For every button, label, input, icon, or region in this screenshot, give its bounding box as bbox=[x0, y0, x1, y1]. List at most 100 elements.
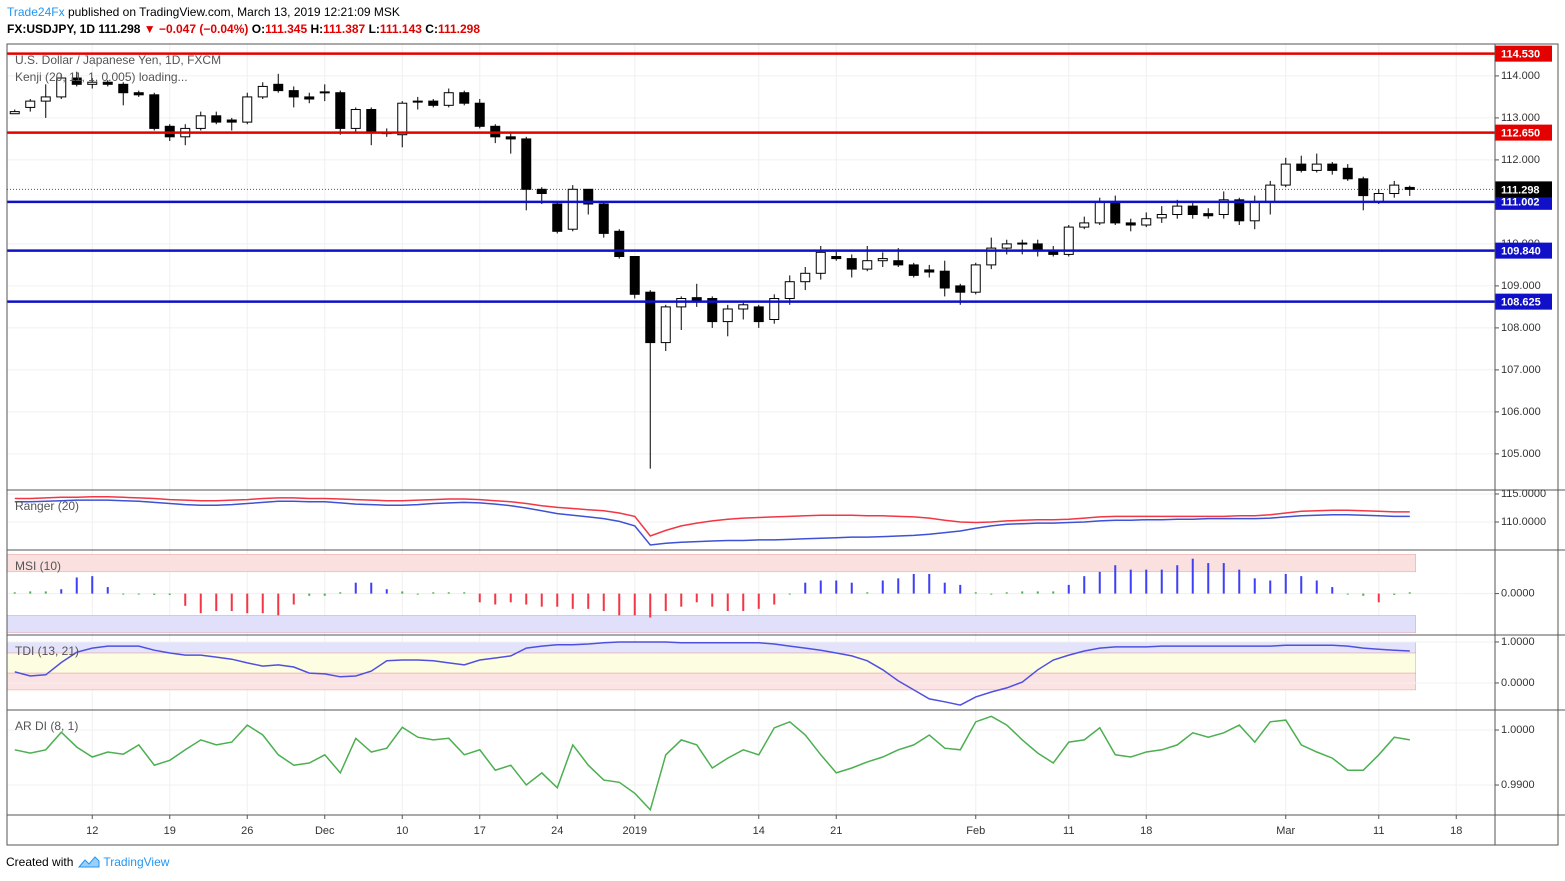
candle-body bbox=[1001, 243, 1012, 249]
candle-body bbox=[1141, 218, 1152, 226]
candle-body bbox=[195, 115, 206, 129]
level-label-box bbox=[1495, 293, 1552, 310]
histogram-bar bbox=[29, 591, 32, 594]
histogram-bar bbox=[91, 576, 94, 594]
histogram-bar bbox=[277, 593, 280, 616]
candle-body bbox=[1063, 226, 1074, 255]
pane-title: AR DI (8, 1) bbox=[15, 719, 78, 733]
logo-shape bbox=[78, 856, 100, 868]
x-tick-label: 14 bbox=[753, 825, 765, 837]
level-label-box bbox=[1495, 193, 1552, 210]
quote-line: FX:USDJPY, 1D 111.298 ▼ −0.047 (−0.04%) … bbox=[7, 21, 480, 38]
level-label-box bbox=[1495, 124, 1552, 141]
histogram-bar bbox=[1036, 591, 1039, 594]
histogram-bar bbox=[13, 592, 16, 594]
brand[interactable]: TradingView bbox=[103, 855, 170, 869]
candle-body bbox=[474, 102, 485, 127]
candle-body bbox=[552, 203, 563, 232]
author[interactable]: Trade24Fx bbox=[7, 5, 65, 19]
candle-body bbox=[1358, 178, 1369, 197]
histogram-bar bbox=[897, 578, 900, 594]
histogram-bar bbox=[1284, 573, 1287, 594]
candle-body bbox=[955, 285, 966, 293]
candle-body bbox=[397, 102, 408, 136]
candle-body bbox=[319, 91, 330, 94]
last-price-box bbox=[1495, 181, 1552, 198]
level-label: 111.002 bbox=[1501, 197, 1540, 209]
histogram-bar bbox=[509, 593, 512, 603]
level-label: 108.625 bbox=[1501, 297, 1541, 309]
candle-body bbox=[505, 136, 516, 140]
histogram-bar bbox=[339, 592, 342, 594]
histogram-bar bbox=[1238, 569, 1241, 594]
candle-body bbox=[831, 256, 842, 260]
candle-body bbox=[893, 260, 904, 266]
candle-body bbox=[242, 96, 253, 123]
candle-body bbox=[412, 100, 423, 103]
ohlc-key: H: bbox=[310, 22, 324, 36]
candle-body bbox=[118, 83, 129, 94]
histogram-bar bbox=[1269, 580, 1272, 594]
candle-body bbox=[211, 115, 222, 123]
histogram-bar bbox=[1176, 565, 1179, 594]
histogram-bar bbox=[463, 592, 466, 594]
ohlc-key: C: bbox=[425, 22, 438, 36]
histogram-bar bbox=[571, 593, 574, 609]
candle-body bbox=[660, 306, 671, 344]
candle-body bbox=[71, 77, 82, 85]
histogram-bar bbox=[587, 593, 590, 609]
candle-body bbox=[583, 188, 594, 205]
y-tick-label: 1.0000 bbox=[1501, 636, 1535, 648]
histogram-bar bbox=[943, 582, 946, 594]
indicator-line bbox=[14, 715, 1410, 812]
candle-body bbox=[815, 251, 826, 274]
candle-body bbox=[970, 264, 981, 293]
x-tick-label: 11 bbox=[1063, 825, 1074, 837]
candle-body bbox=[536, 188, 547, 195]
candle-body bbox=[1296, 163, 1307, 171]
candle-body bbox=[1094, 201, 1105, 224]
y-tick-label: 110.0000 bbox=[1501, 516, 1546, 528]
candle-body bbox=[1280, 163, 1291, 186]
histogram-bar bbox=[540, 593, 543, 607]
histogram-bar bbox=[974, 592, 977, 594]
ohlc: O:111.345 H:111.387 L:111.143 C:111.298 bbox=[252, 22, 480, 36]
ohlc-key: O: bbox=[251, 22, 266, 36]
histogram-bar bbox=[850, 582, 853, 594]
candle-body bbox=[908, 264, 919, 276]
candle-body bbox=[1404, 186, 1415, 190]
candle-body bbox=[753, 306, 764, 323]
histogram-bar bbox=[106, 587, 109, 594]
histogram-bar bbox=[494, 593, 497, 605]
histogram-bar bbox=[261, 593, 264, 614]
candle-body bbox=[800, 272, 811, 283]
histogram-bar bbox=[649, 593, 652, 618]
band bbox=[6, 641, 1416, 654]
candle-body bbox=[273, 83, 284, 92]
histogram-bar bbox=[881, 580, 884, 594]
histogram-bar bbox=[788, 593, 791, 595]
candle-body bbox=[939, 270, 950, 289]
histogram-bar bbox=[432, 592, 435, 594]
histogram-bar bbox=[1005, 592, 1008, 594]
candle-body bbox=[102, 81, 113, 85]
histogram-bar bbox=[1331, 587, 1334, 594]
histogram-bar bbox=[556, 593, 559, 607]
x-tick-label: 21 bbox=[830, 825, 842, 837]
histogram-bar bbox=[773, 593, 776, 605]
histogram-bar bbox=[1346, 593, 1349, 595]
histogram-bar bbox=[230, 593, 233, 612]
level-label: 114.530 bbox=[1501, 49, 1540, 61]
histogram-bar bbox=[308, 593, 311, 596]
pane-title: TDI (13, 21) bbox=[15, 644, 79, 658]
histogram-bar bbox=[1098, 571, 1101, 594]
candle-body bbox=[862, 260, 873, 270]
candle-body bbox=[1218, 199, 1229, 216]
histogram-bar bbox=[1067, 584, 1070, 594]
y-tick-label: 115.0000 bbox=[1501, 488, 1546, 500]
candle-body bbox=[1032, 243, 1043, 251]
candle-body bbox=[1017, 242, 1028, 245]
band bbox=[6, 615, 1416, 634]
